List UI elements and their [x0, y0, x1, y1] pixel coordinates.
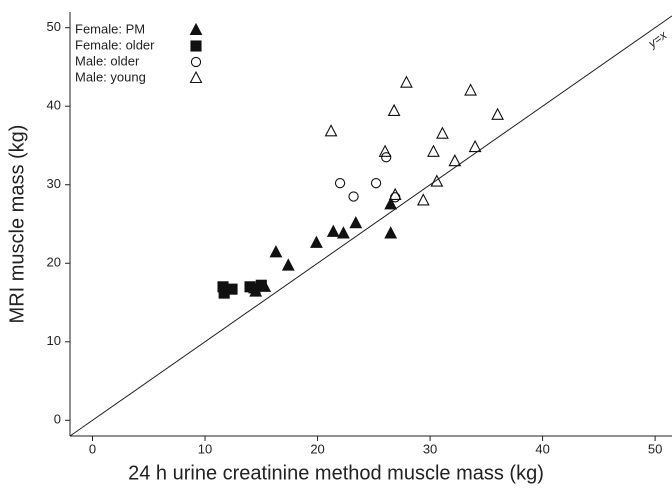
point	[448, 153, 462, 167]
point	[244, 281, 256, 293]
point	[387, 103, 401, 116]
identity-line	[69, 15, 672, 437]
point	[281, 258, 295, 271]
point	[468, 139, 482, 153]
point	[348, 191, 359, 202]
legend-marker	[190, 56, 202, 68]
point	[255, 279, 267, 291]
point	[381, 152, 392, 163]
point	[436, 126, 449, 139]
x-tick-label: 20	[310, 441, 324, 456]
point	[384, 226, 398, 239]
legend-marker	[189, 22, 203, 36]
point	[491, 107, 504, 120]
point	[388, 187, 402, 200]
point	[430, 174, 444, 187]
point	[378, 144, 392, 157]
point	[416, 193, 430, 206]
x-tick-label: 40	[535, 441, 549, 456]
x-tick-label: 30	[423, 441, 437, 456]
y-axis-title: MRI muscle mass (kg)	[6, 125, 28, 324]
point	[269, 245, 283, 258]
x-tick-label: 10	[198, 441, 212, 456]
legend-label: Male: young	[75, 69, 146, 84]
x-axis-title: 24 h urine creatinine method muscle mass…	[128, 462, 544, 484]
y-tick-label: 0	[54, 412, 61, 427]
y-tick-label: 10	[47, 333, 61, 348]
x-tick-label: 0	[89, 441, 96, 456]
legend-label: Male: older	[75, 53, 140, 68]
point	[337, 226, 350, 239]
y-tick-label: 30	[47, 176, 61, 191]
point	[400, 75, 413, 88]
point	[349, 216, 363, 229]
point	[464, 83, 477, 96]
point	[334, 178, 346, 189]
legend-marker	[190, 40, 202, 52]
annotation: y=x	[645, 27, 670, 51]
legend-label: Female: PM	[75, 21, 145, 36]
point	[326, 224, 340, 237]
legend-marker	[189, 70, 203, 84]
x-tick-label: 50	[648, 441, 662, 456]
point	[310, 235, 323, 248]
point	[226, 283, 238, 295]
point	[384, 197, 398, 210]
legend-label: Female: older	[75, 37, 155, 52]
y-tick-label: 40	[47, 98, 61, 113]
point	[324, 124, 338, 137]
y-tick-label: 20	[47, 255, 61, 270]
point	[427, 144, 440, 157]
point	[370, 178, 382, 189]
y-tick-label: 50	[47, 19, 61, 34]
